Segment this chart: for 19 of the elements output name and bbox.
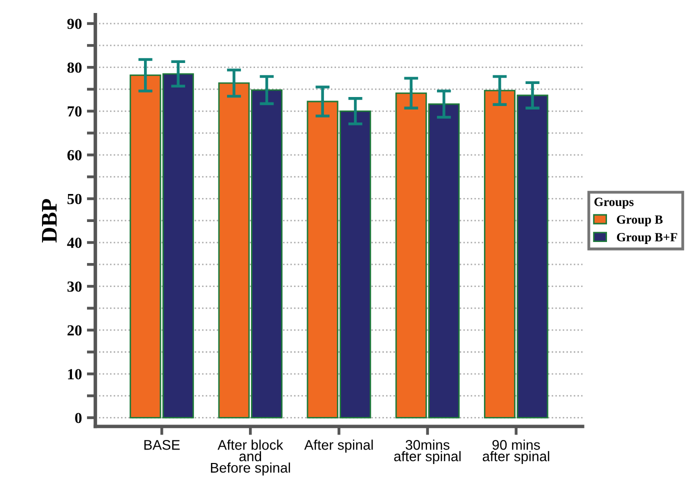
y-tick-label: 60: [67, 150, 82, 160]
y-axis-title: DBP: [42, 199, 57, 242]
y-tick-label: 40: [67, 238, 82, 248]
legend-label: Group B+F: [616, 233, 678, 244]
y-tick-label: 50: [67, 194, 82, 204]
x-tick-label: BASE: [144, 440, 180, 450]
x-tick-label: After spinal: [304, 440, 373, 453]
y-tick-label: 70: [68, 106, 82, 117]
y-tick-label: 80: [67, 62, 82, 73]
y-tick-label: 90: [67, 18, 82, 29]
y-tick-label: 10: [68, 369, 82, 380]
x-tick-label: After block and Before spinal: [210, 440, 290, 476]
y-tick-label: 20: [68, 325, 82, 336]
y-tick-label: 30: [67, 281, 82, 292]
y-tick-label: 0: [75, 412, 82, 424]
x-tick-label: 90 mins after spinal: [482, 440, 550, 464]
legend-label: Group B: [616, 215, 663, 226]
legend-title: Groups: [594, 198, 634, 209]
x-tick-label: 30mins after spinal: [394, 440, 461, 464]
